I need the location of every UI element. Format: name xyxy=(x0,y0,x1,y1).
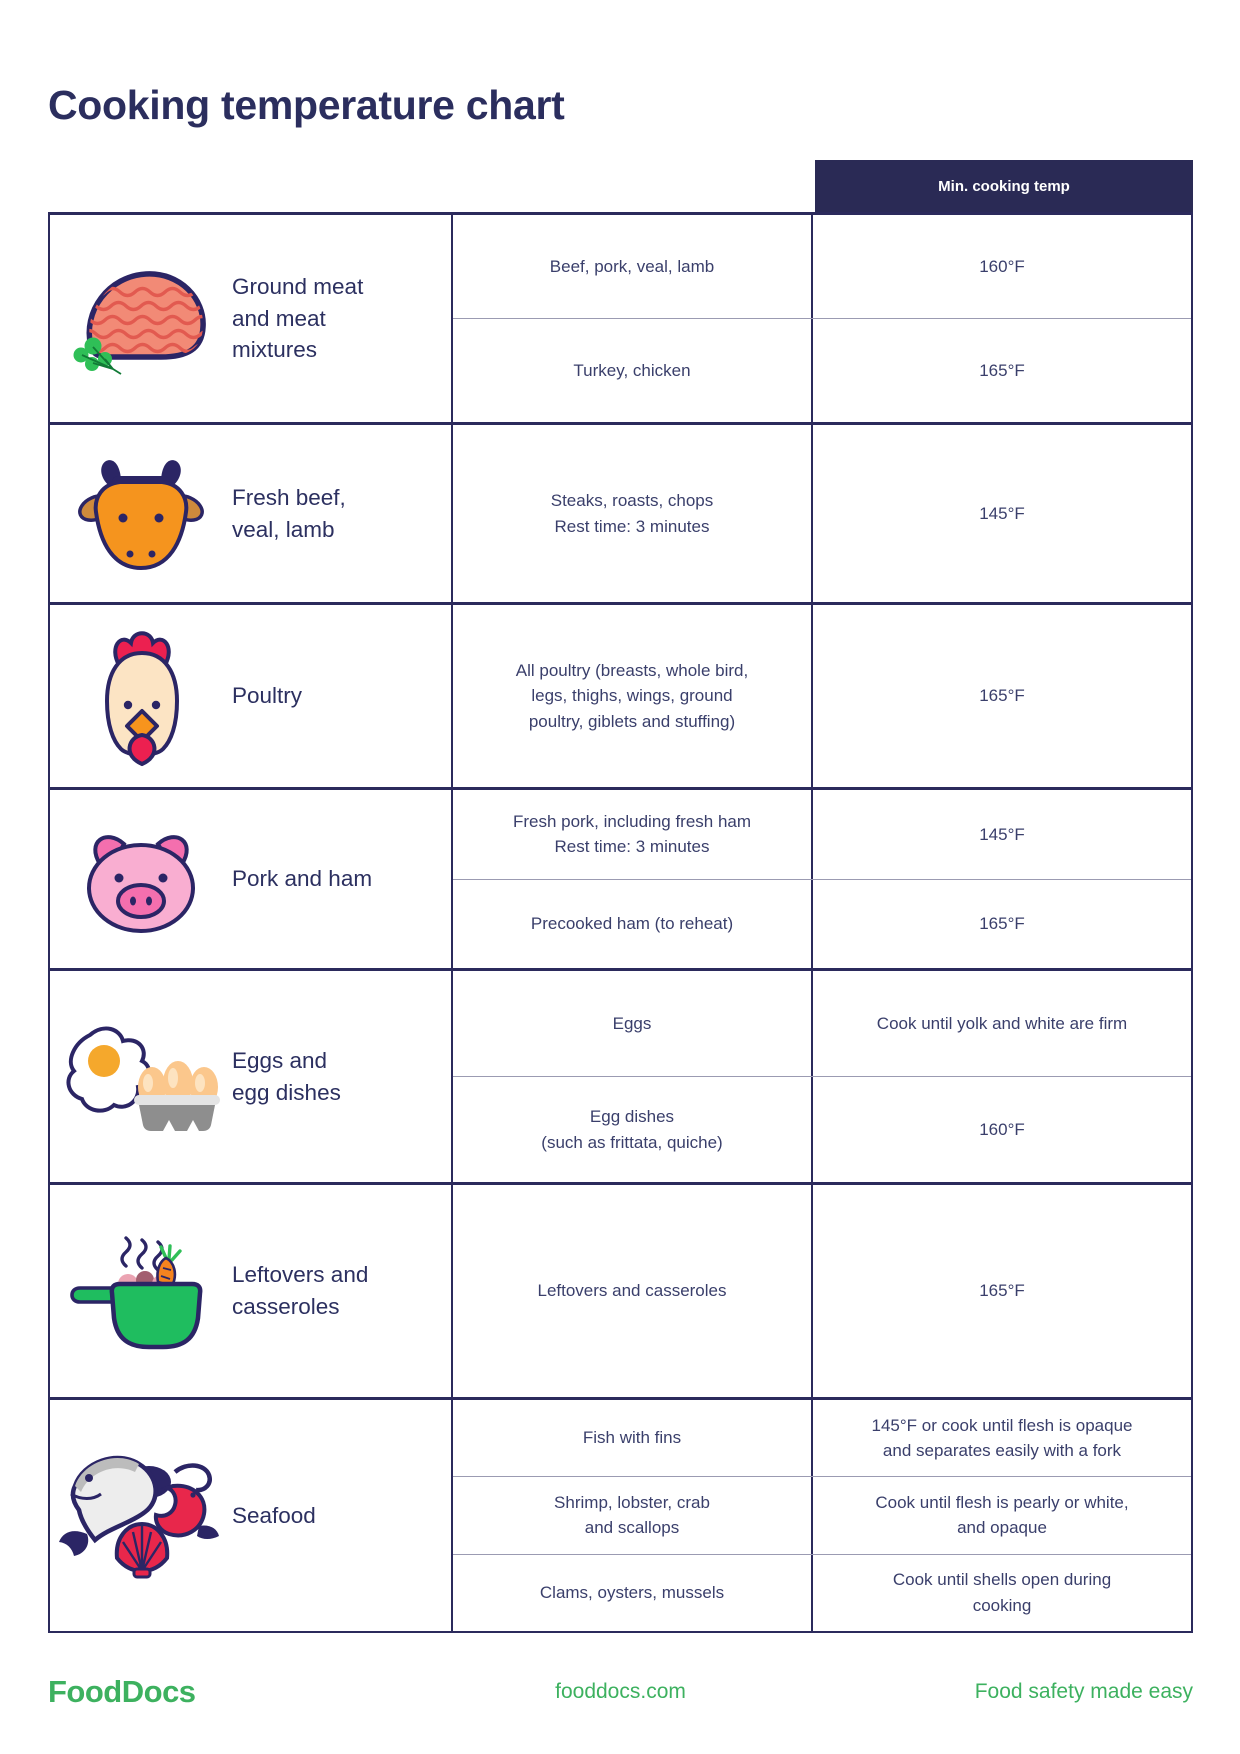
table-row: Precooked ham (to reheat) 165°F xyxy=(453,879,1191,968)
category-cell: Seafood xyxy=(50,1400,453,1631)
table-row: Clams, oysters, mussels Cook until shell… xyxy=(453,1554,1191,1631)
category-label: Poultry xyxy=(232,683,303,709)
temp-cell: Cook until yolk and white are firm xyxy=(876,1013,1128,1033)
temp-cell: Cook until shells open during cooking xyxy=(892,1570,1112,1615)
item-cell: Leftovers and casseroles xyxy=(453,1185,813,1397)
category-row-eggs: Eggs and egg dishes Eggs Cook until yolk… xyxy=(50,971,1191,1185)
temp-cell: Cook until flesh is pearly or white, and… xyxy=(875,1492,1129,1538)
category-label: Fresh beef, veal, lamb xyxy=(232,484,346,542)
chicken-icon xyxy=(104,631,180,767)
category-cell: Eggs and egg dishes xyxy=(50,971,453,1182)
temp-cell: 145°F xyxy=(979,503,1025,523)
item-cell: Fresh pork, including fresh ham Rest tim… xyxy=(453,790,813,879)
category-cell: Pork and ham xyxy=(50,790,453,968)
category-row-seafood: Seafood Fish with fins 145°F or cook unt… xyxy=(50,1400,1191,1631)
eggs-icon xyxy=(66,1025,220,1131)
item-cell: Eggs xyxy=(453,971,813,1076)
table-row: Fresh pork, including fresh ham Rest tim… xyxy=(453,790,1191,880)
table-row: Leftovers and casseroles 165°F xyxy=(453,1185,1191,1397)
temp-cell: 145°F xyxy=(979,824,1025,844)
item-cell: Steaks, roasts, chops Rest time: 3 minut… xyxy=(453,425,813,602)
category-row-fresh-beef: Fresh beef, veal, lamb Steaks, roasts, c… xyxy=(50,425,1191,605)
category-cell: Poultry xyxy=(50,605,453,787)
item-cell: Shrimp, lobster, crab and scallops xyxy=(453,1477,813,1554)
cow-icon xyxy=(78,459,204,570)
item-cell: Beef, pork, veal, lamb xyxy=(453,215,813,318)
min-cooking-temp-header: Min. cooking temp xyxy=(815,160,1193,212)
fooddocs-logo: FoodDocs xyxy=(48,1674,196,1709)
temp-cell: 165°F xyxy=(979,1281,1025,1301)
category-row-ground-meat: Ground meat and meat mixtures Beef, pork… xyxy=(50,215,1191,425)
footer: FoodDocs fooddocs.com Food safety made e… xyxy=(48,1674,1193,1710)
page-title: Cooking temperature chart xyxy=(48,82,565,128)
pig-icon xyxy=(87,835,195,933)
table-row: Egg dishes (such as frittata, quiche) 16… xyxy=(453,1077,1191,1182)
temp-cell: 160°F xyxy=(979,256,1025,276)
temp-cell: 165°F xyxy=(979,686,1025,706)
category-label: Ground meat and meat mixtures xyxy=(232,273,364,363)
temp-cell: 145°F or cook until flesh is opaque and … xyxy=(871,1415,1133,1461)
category-cell: Ground meat and meat mixtures xyxy=(50,215,453,422)
temp-cell: 165°F xyxy=(979,360,1025,380)
category-label: Pork and ham xyxy=(232,866,373,892)
footer-tagline: Food safety made easy xyxy=(974,1680,1194,1703)
category-row-leftovers: Leftovers and casseroles Leftovers and c… xyxy=(50,1185,1191,1400)
category-row-pork-ham: Pork and ham Fresh pork, including fresh… xyxy=(50,790,1191,971)
item-cell: All poultry (breasts, whole bird, legs, … xyxy=(453,605,813,787)
table-row: Beef, pork, veal, lamb 160°F xyxy=(453,215,1191,319)
table-row: Fish with fins 145°F or cook until flesh… xyxy=(453,1400,1191,1478)
item-cell: Egg dishes (such as frittata, quiche) xyxy=(453,1077,813,1182)
table-row: Eggs Cook until yolk and white are firm xyxy=(453,971,1191,1077)
category-label: Seafood xyxy=(232,1502,316,1528)
item-cell: Precooked ham (to reheat) xyxy=(453,879,813,968)
table-row: Turkey, chicken 165°F xyxy=(453,319,1191,422)
ground-meat-icon xyxy=(73,270,206,375)
temp-cell: 160°F xyxy=(979,1119,1025,1139)
category-cell: Fresh beef, veal, lamb xyxy=(50,425,453,602)
footer-url: fooddocs.com xyxy=(555,1680,686,1703)
table-row: Shrimp, lobster, crab and scallops Cook … xyxy=(453,1477,1191,1555)
category-cell: Leftovers and casseroles xyxy=(50,1185,453,1397)
item-cell: Clams, oysters, mussels xyxy=(453,1554,813,1631)
cooking-temperature-table: Ground meat and meat mixtures Beef, pork… xyxy=(48,212,1193,1633)
item-cell: Turkey, chicken xyxy=(453,319,813,422)
category-row-poultry: Poultry All poultry (breasts, whole bird… xyxy=(50,605,1191,790)
temp-cell: 165°F xyxy=(979,914,1025,933)
category-label: Leftovers and casseroles xyxy=(232,1262,369,1319)
table-row: All poultry (breasts, whole bird, legs, … xyxy=(453,605,1191,787)
leftovers-pot-icon xyxy=(70,1236,203,1350)
seafood-icon xyxy=(59,1455,219,1578)
category-label: Eggs and egg dishes xyxy=(232,1047,341,1105)
item-cell: Fish with fins xyxy=(453,1400,813,1477)
table-row: Steaks, roasts, chops Rest time: 3 minut… xyxy=(453,425,1191,602)
